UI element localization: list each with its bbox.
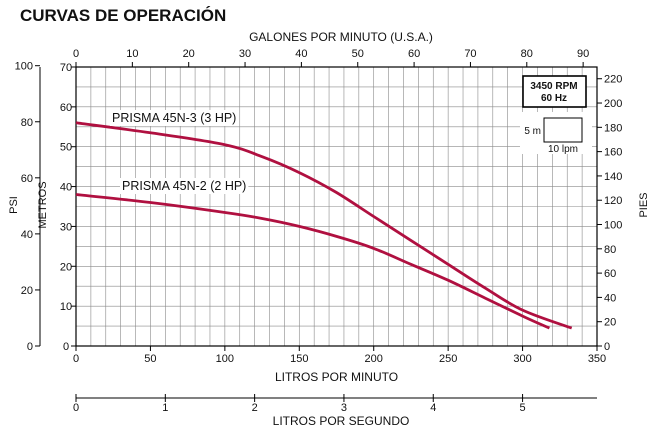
series-label-2: PRISMA 45N-2 (2 HP) xyxy=(122,179,246,193)
top-tick-label: 80 xyxy=(521,48,533,60)
feet-tick-label: 100 xyxy=(604,220,622,232)
hz-label: 60 Hz xyxy=(541,93,567,104)
y-axis-label: METROS xyxy=(37,181,49,228)
top-tick-label: 20 xyxy=(183,48,195,60)
x-tick-label: 300 xyxy=(513,353,531,365)
psi-axis-label: PSI xyxy=(8,196,20,214)
feet-tick-label: 20 xyxy=(604,317,616,329)
feet-tick-label: 0 xyxy=(604,341,610,353)
psi-tick-label: 0 xyxy=(27,341,33,353)
feet-tick-label: 160 xyxy=(604,147,622,159)
series-label-background xyxy=(120,178,249,194)
x-tick-label: 100 xyxy=(216,353,234,365)
series-label-1: PRISMA 45N-3 (3 HP) xyxy=(112,111,236,125)
scale-vertical-label: 5 m xyxy=(524,126,541,137)
lps-tick-label: 2 xyxy=(252,402,258,414)
top-tick-label: 90 xyxy=(577,48,589,60)
rpm-label: 3450 RPM xyxy=(530,81,577,92)
y-tick-label: 40 xyxy=(60,182,72,194)
lps-axis-label: LITROS POR SEGUNDO xyxy=(273,414,410,428)
y-tick-label: 0 xyxy=(63,341,69,353)
y-tick-label: 30 xyxy=(60,221,72,233)
series-layer: PRISMA 45N-3 (3 HP) PRISMA 45N-2 (2 HP) xyxy=(75,110,573,330)
feet-axis-label: PIES xyxy=(638,192,650,217)
lps-tick-label: 0 xyxy=(73,402,79,414)
x-tick-label: 350 xyxy=(588,353,606,365)
x-tick-label: 200 xyxy=(365,353,383,365)
x-tick-label: 0 xyxy=(73,353,79,365)
top-tick-label: 30 xyxy=(239,48,251,60)
top-tick-label: 60 xyxy=(408,48,420,60)
top-tick-label: 70 xyxy=(464,48,476,60)
scale-horizontal-label: 10 lpm xyxy=(548,144,578,155)
feet-tick-label: 80 xyxy=(604,244,616,256)
feet-tick-label: 220 xyxy=(604,74,622,86)
top-tick-label: 0 xyxy=(73,48,79,60)
feet-tick-label: 60 xyxy=(604,268,616,280)
top-tick-label: 50 xyxy=(352,48,364,60)
top-tick-label: 40 xyxy=(295,48,307,60)
y-tick-label: 60 xyxy=(60,102,72,114)
series-line-2 xyxy=(75,193,550,330)
series-line-1 xyxy=(75,121,573,330)
y-tick-label: 50 xyxy=(60,142,72,154)
x-tick-label: 150 xyxy=(290,353,308,365)
y-tick-label: 70 xyxy=(60,62,72,74)
psi-tick-label: 60 xyxy=(21,173,33,185)
x-axis-label: LITROS POR MINUTO xyxy=(275,370,398,384)
lps-tick-label: 5 xyxy=(520,402,526,414)
feet-tick-label: 40 xyxy=(604,292,616,304)
series-label-background xyxy=(110,110,239,126)
feet-tick-label: 140 xyxy=(604,171,622,183)
feet-tick-label: 180 xyxy=(604,122,622,134)
psi-tick-label: 40 xyxy=(21,229,33,241)
y-tick-label: 10 xyxy=(60,301,72,313)
lps-tick-label: 1 xyxy=(162,402,168,414)
psi-tick-label: 80 xyxy=(21,117,33,129)
chart-title: CURVAS DE OPERACIÓN xyxy=(20,6,226,25)
psi-tick-label: 100 xyxy=(15,61,33,73)
feet-tick-label: 200 xyxy=(604,98,622,110)
feet-tick-label: 120 xyxy=(604,195,622,207)
x-tick-label: 50 xyxy=(144,353,156,365)
lps-tick-label: 4 xyxy=(430,402,436,414)
rpm-box-frame xyxy=(522,75,587,108)
top-tick-label: 10 xyxy=(126,48,138,60)
grid xyxy=(76,67,597,346)
psi-tick-label: 20 xyxy=(21,285,33,297)
top-axis-label: GALONES POR MINUTO (U.S.A.) xyxy=(249,30,433,44)
y-tick-label: 20 xyxy=(60,261,72,273)
x-tick-label: 250 xyxy=(439,353,457,365)
lps-tick-label: 3 xyxy=(341,402,347,414)
scale-box-frame xyxy=(543,117,583,143)
plot-frame xyxy=(75,66,598,347)
